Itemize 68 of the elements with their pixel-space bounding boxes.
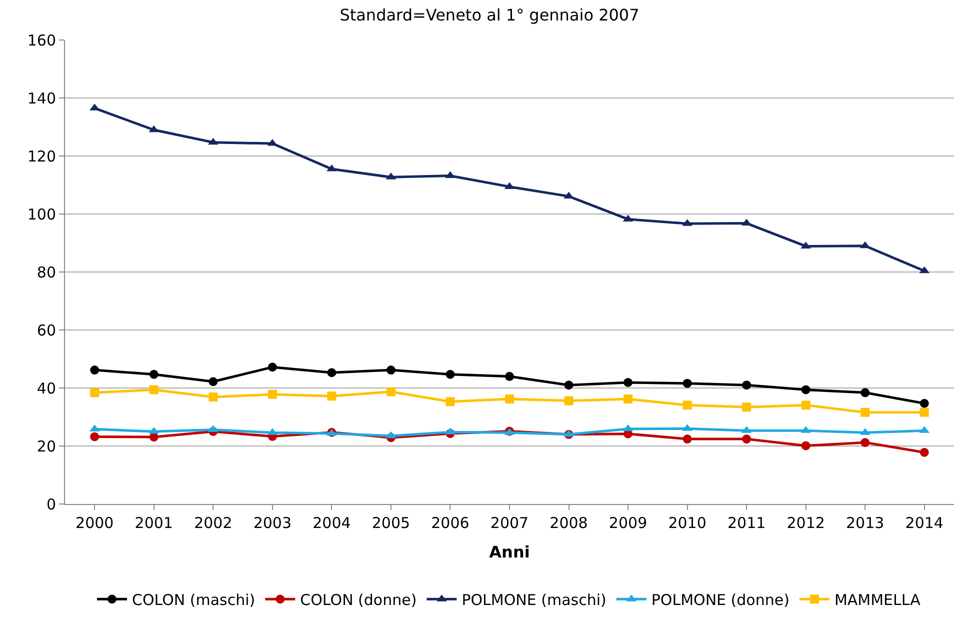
point — [564, 192, 574, 199]
point — [920, 398, 929, 408]
legend-label: POLMONE (maschi) — [462, 590, 606, 609]
point — [860, 438, 870, 448]
point — [327, 392, 336, 401]
x-tick-label: 2007 — [490, 514, 529, 532]
y-tick-label: 100 — [27, 205, 56, 224]
point — [624, 394, 633, 404]
point — [446, 397, 455, 406]
point — [860, 408, 870, 417]
y-tick-label: 140 — [27, 89, 56, 108]
y-tick-label: 160 — [27, 31, 56, 50]
point — [446, 370, 455, 379]
legend-label: COLON (donne) — [300, 590, 417, 609]
y-tick-label: 20 — [36, 437, 56, 456]
point — [505, 394, 514, 404]
point — [268, 362, 277, 372]
legend-label: POLMONE (donne) — [651, 590, 790, 609]
point — [149, 370, 158, 379]
y-tick-label: 40 — [36, 379, 56, 398]
point — [742, 434, 752, 444]
x-tick-label: 2005 — [372, 514, 410, 532]
point — [860, 388, 870, 398]
point — [920, 408, 929, 417]
x-axis-title: Anni — [489, 542, 530, 562]
y-tick-label: 60 — [36, 321, 56, 340]
x-tick-label: 2011 — [727, 514, 766, 532]
point — [742, 402, 752, 412]
point — [90, 388, 100, 398]
legend-label: MAMMELLA — [834, 590, 922, 609]
point — [801, 400, 810, 410]
x-tick-label: 2009 — [608, 514, 648, 532]
point — [386, 366, 396, 375]
point — [920, 448, 929, 457]
point — [682, 378, 692, 388]
x-tick-label: 2004 — [312, 514, 351, 532]
point — [682, 434, 692, 444]
x-tick-label: 2014 — [905, 514, 944, 532]
y-tick-label: 120 — [27, 147, 56, 166]
x-tick-label: 2003 — [253, 514, 292, 532]
point — [90, 432, 100, 442]
point — [505, 372, 514, 381]
point — [742, 380, 752, 390]
chart-title: Standard=Veneto al 1° gennaio 2007 — [340, 6, 640, 25]
point — [268, 390, 277, 399]
point — [682, 400, 692, 410]
point — [149, 385, 158, 394]
x-tick-label: 2010 — [668, 514, 706, 532]
point — [208, 377, 218, 386]
point — [386, 387, 396, 396]
x-tick-label: 2008 — [550, 514, 588, 532]
point — [801, 385, 810, 394]
point — [624, 378, 633, 387]
x-tick-label: 2013 — [846, 514, 884, 532]
x-tick-label: 2001 — [134, 514, 173, 532]
x-tick-label: 2002 — [194, 514, 232, 532]
x-tick-label: 2000 — [76, 514, 114, 532]
point — [90, 366, 100, 375]
point — [564, 396, 574, 406]
point — [801, 441, 810, 450]
point — [327, 368, 336, 378]
point — [208, 392, 218, 402]
legend-label: COLON (maschi) — [132, 590, 256, 609]
x-tick-label: 2006 — [431, 514, 470, 532]
y-tick-label: 0 — [46, 495, 56, 514]
point — [564, 380, 574, 390]
x-tick-label: 2012 — [786, 514, 825, 532]
y-tick-label: 80 — [36, 263, 56, 282]
